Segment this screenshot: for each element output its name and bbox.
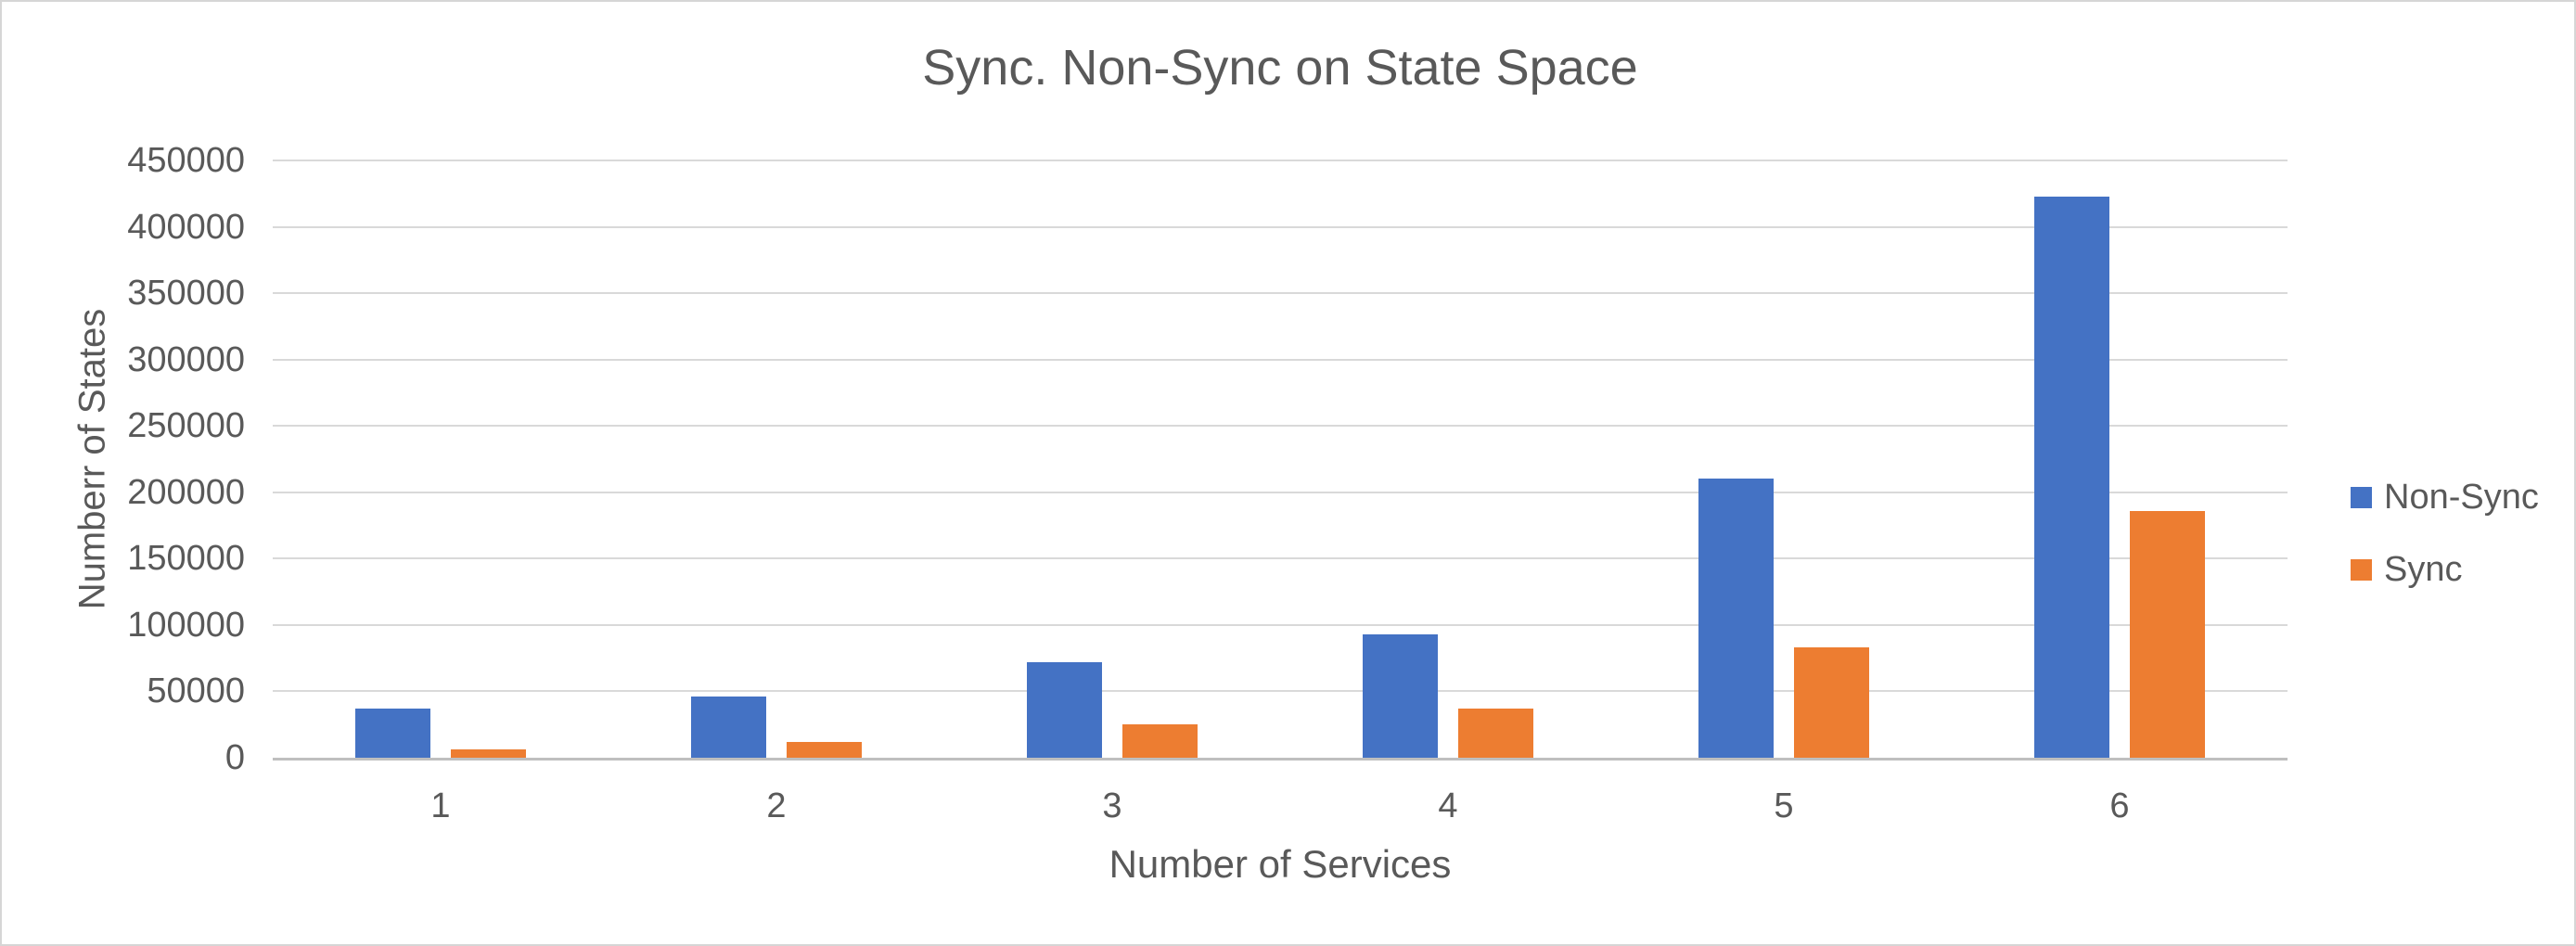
x-tick-label: 4 (1438, 786, 1458, 825)
bar-sync-cat-1 (451, 749, 526, 758)
legend-swatch-icon (2351, 558, 2372, 581)
y-tick-label: 350000 (127, 274, 245, 313)
gridline (273, 491, 2288, 493)
y-tick-label: 250000 (127, 406, 245, 446)
y-tick-label: 300000 (127, 339, 245, 379)
gridline (273, 358, 2288, 361)
legend-label: Non-Sync (2384, 477, 2539, 517)
chart-title: Sync. Non-Sync on State Space (922, 40, 1638, 96)
gridline (273, 623, 2288, 626)
bar-sync-cat-2 (787, 742, 862, 758)
bar-non-sync-cat-2 (691, 697, 766, 758)
x-tick-label: 5 (1774, 786, 1794, 825)
bar-non-sync-cat-1 (355, 709, 430, 758)
legend-item-sync: Sync (2351, 548, 2539, 591)
gridline (273, 292, 2288, 295)
legend: Non-Sync Sync (2351, 476, 2539, 620)
bar-sync-cat-3 (1122, 724, 1198, 758)
x-tick-label: 3 (1102, 786, 1122, 825)
bar-non-sync-cat-4 (1363, 634, 1438, 758)
legend-item-non-sync: Non-Sync (2351, 476, 2539, 518)
y-tick-label: 200000 (127, 472, 245, 512)
bar-non-sync-cat-6 (2034, 197, 2109, 758)
x-axis-title: Number of Services (1109, 842, 1452, 886)
bar-sync-cat-5 (1794, 647, 1869, 758)
y-tick-label: 0 (224, 738, 245, 777)
gridline (273, 160, 2288, 161)
y-tick-label: 450000 (127, 141, 245, 180)
bar-non-sync-cat-3 (1027, 662, 1102, 758)
gridline (273, 425, 2288, 428)
bar-non-sync-cat-5 (1698, 479, 1774, 758)
bar-sync-cat-4 (1458, 709, 1533, 758)
y-tick-label: 150000 (127, 539, 245, 579)
gridline (273, 690, 2288, 693)
y-tick-label: 100000 (127, 605, 245, 645)
bar-sync-cat-6 (2130, 511, 2205, 758)
y-tick-label: 50000 (147, 671, 245, 711)
plot-area (273, 160, 2288, 761)
legend-swatch-icon (2351, 486, 2372, 508)
gridline (273, 225, 2288, 228)
x-tick-label: 6 (2109, 786, 2130, 825)
x-tick-label: 2 (766, 786, 787, 825)
x-tick-label: 1 (430, 786, 451, 825)
y-tick-label: 400000 (127, 207, 245, 247)
gridline (273, 557, 2288, 560)
legend-label: Sync (2384, 549, 2463, 589)
